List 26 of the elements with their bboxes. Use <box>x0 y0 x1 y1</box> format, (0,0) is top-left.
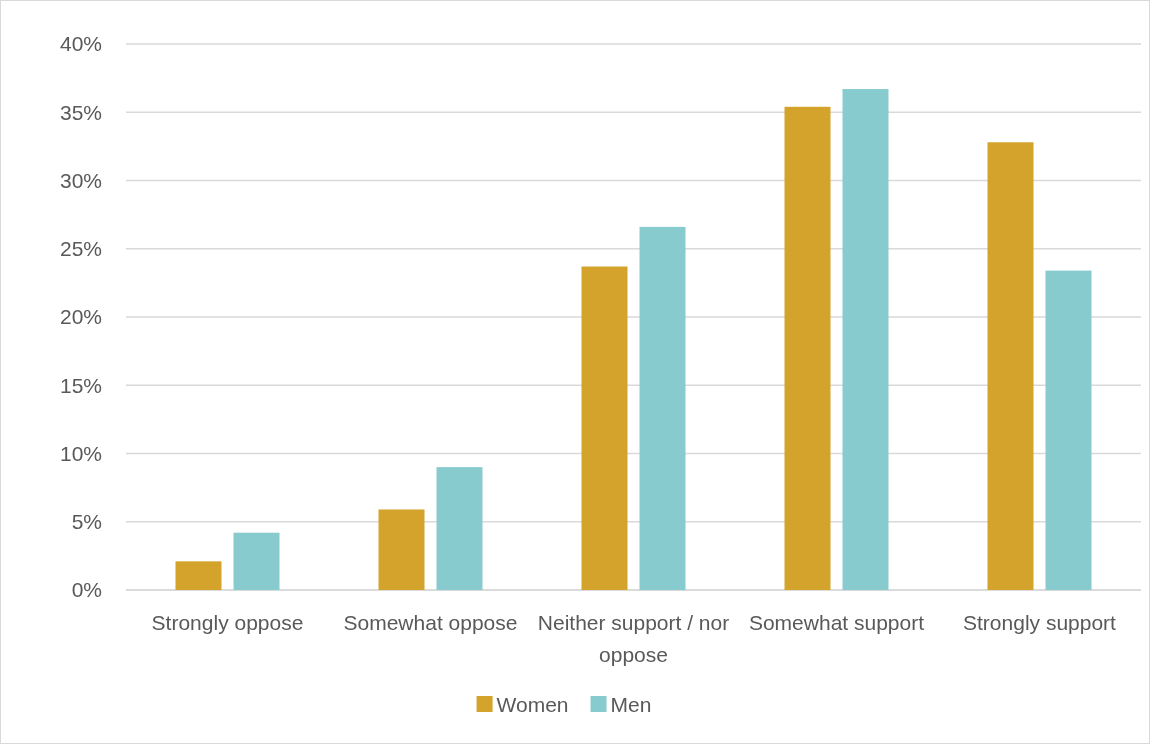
bar <box>175 561 222 590</box>
x-tick-label: Somewhat support <box>748 611 925 634</box>
bar <box>987 142 1034 590</box>
bar <box>1045 270 1092 590</box>
bar <box>842 89 889 590</box>
y-tick-label: 30% <box>59 168 102 192</box>
y-tick-label: 25% <box>59 237 102 261</box>
bar <box>233 532 280 590</box>
bar <box>378 509 425 590</box>
bar <box>436 467 483 590</box>
bar <box>581 266 628 590</box>
x-tick-label: Strongly oppose <box>151 611 304 634</box>
y-tick-label: 15% <box>59 373 102 397</box>
bar <box>639 226 686 590</box>
legend-label: Women <box>496 693 569 716</box>
x-tick-label: Neither support / nor oppose <box>537 611 730 666</box>
x-tick-label: Somewhat oppose <box>343 611 518 634</box>
y-tick-label: 20% <box>59 305 102 329</box>
y-tick-label: 40% <box>59 32 102 56</box>
bar <box>784 106 831 590</box>
y-tick-label: 10% <box>59 441 102 465</box>
x-tick-label: Strongly support <box>963 611 1117 634</box>
y-tick-label: 0% <box>71 578 102 602</box>
y-tick-label: 5% <box>71 510 102 534</box>
y-tick-label: 35% <box>59 100 102 124</box>
legend-label: Men <box>610 693 652 716</box>
